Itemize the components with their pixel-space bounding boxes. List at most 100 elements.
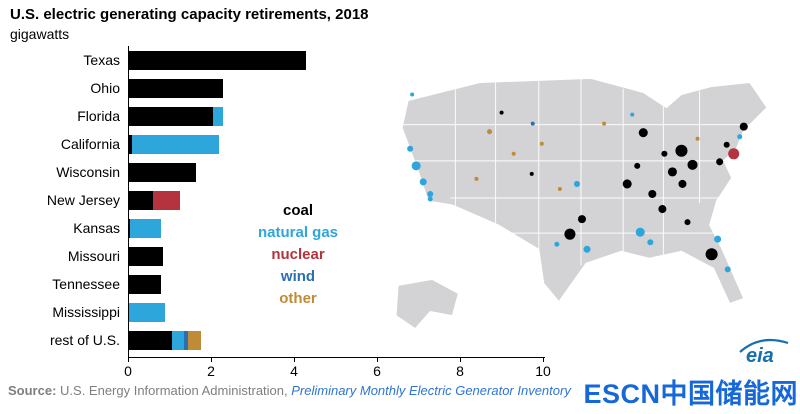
bar-track [128, 50, 543, 70]
map-dot-coal [499, 110, 504, 115]
map-dot-coal [638, 128, 648, 138]
bar-track [128, 190, 543, 210]
map-dot-natural-gas [714, 235, 722, 243]
legend-item-nuclear: nuclear [271, 246, 325, 263]
bar-track [128, 134, 543, 154]
map-dot-other [602, 121, 607, 126]
legend-item-natural-gas: natural gas [257, 224, 339, 241]
source-line: Source: U.S. Energy Information Administ… [8, 383, 571, 398]
map-dot-other [487, 129, 493, 135]
x-tick-mark [294, 358, 295, 362]
bar-row: Missouri [8, 242, 543, 270]
x-tick-mark [460, 358, 461, 362]
category-label: rest of U.S. [49, 332, 120, 348]
bar-segment-natural-gas [171, 330, 184, 350]
map-dot-natural-gas [411, 161, 421, 171]
bar-row: New Jersey [8, 186, 543, 214]
map-dot-coal [634, 162, 641, 169]
category-label: Texas [83, 52, 120, 68]
bar-track [128, 274, 543, 294]
map-dots [407, 92, 748, 273]
bar-segment-coal [128, 218, 131, 238]
legend-item-wind: wind [280, 268, 316, 285]
eia-logo-swoosh [739, 338, 789, 353]
category-label: Wisconsin [56, 164, 120, 180]
bar-track [128, 78, 543, 98]
x-tick-label: 4 [290, 363, 298, 379]
map-dot-coal [667, 167, 677, 177]
bar-row: California [8, 130, 543, 158]
bar-segment-coal [128, 50, 307, 70]
map-dot-coal [622, 179, 632, 189]
bar-segment-natural-gas [132, 134, 220, 154]
category-label: California [60, 136, 120, 152]
source-document-link[interactable]: Preliminary Monthly Electric Generator I… [291, 383, 571, 398]
map-dot-natural-gas [647, 239, 654, 246]
map-dot-wind [530, 121, 535, 126]
category-label: Tennessee [52, 276, 120, 292]
us-mainland-shape [401, 77, 768, 305]
map-dot-natural-gas [554, 241, 560, 247]
x-tick-label: 8 [456, 363, 464, 379]
bar-segment-coal [128, 330, 172, 350]
us-map [395, 77, 768, 330]
bar-row: Texas [8, 46, 543, 74]
bar-row: Kansas [8, 214, 543, 242]
map-dot-coal [564, 228, 576, 240]
map-dot-natural-gas [635, 227, 645, 237]
map-dot-other [695, 136, 700, 141]
source-prefix: Source: [8, 383, 57, 398]
bar-segment-nuclear [152, 190, 180, 210]
x-tick-mark [543, 358, 544, 362]
bar-segment-coal [128, 78, 224, 98]
x-axis-line [128, 357, 545, 358]
map-dot-natural-gas [419, 178, 427, 186]
bar-rows: Texas Ohio Florida California Wisconsin New J… [8, 46, 543, 354]
x-tick-mark [377, 358, 378, 362]
map-dot-other [539, 141, 544, 146]
map-dot-natural-gas [573, 180, 580, 187]
map-dot-coal [648, 189, 657, 198]
x-axis-ticks [128, 358, 545, 363]
eia-logo: eia [736, 334, 792, 373]
x-tick-mark [211, 358, 212, 362]
chart-title: U.S. electric generating capacity retire… [10, 6, 369, 23]
source-org: U.S. Energy Information Administration, [56, 383, 292, 398]
map-dot-coal [684, 219, 691, 226]
map-dot-natural-gas [737, 134, 743, 140]
bar-segment-coal [128, 134, 133, 154]
map-dot-coal [687, 159, 698, 170]
bar-track [128, 162, 543, 182]
map-dot-natural-gas [427, 190, 434, 197]
category-label: Kansas [73, 220, 120, 236]
eia-logo-text: eia [746, 345, 774, 367]
watermark-escn: ESCN中国储能网 [583, 379, 798, 409]
bar-segment-other [188, 330, 201, 350]
bar-segment-natural-gas [128, 302, 166, 322]
bar-track [128, 218, 543, 238]
map-dot-natural-gas [427, 196, 433, 202]
map-dot-other [511, 151, 516, 156]
bar-row: Tennessee [8, 270, 543, 298]
map-dot-coal [716, 158, 724, 166]
bar-row: Wisconsin [8, 158, 543, 186]
category-label: Missouri [67, 248, 120, 264]
map-dot-other [557, 186, 562, 191]
category-label: New Jersey [46, 192, 120, 208]
bar-row: Mississippi [8, 298, 543, 326]
bar-track [128, 330, 543, 350]
x-tick-label: 10 [535, 363, 551, 379]
map-dot-natural-gas [630, 112, 635, 117]
map-dot-coal [723, 141, 730, 148]
map-dot-coal [529, 171, 534, 176]
bar-segment-coal [128, 106, 214, 126]
bar-segment-natural-gas [213, 106, 224, 126]
bar-segment-wind [184, 330, 189, 350]
map-dot-natural-gas [407, 145, 414, 152]
map-dot-coal [675, 144, 688, 157]
chart-unit-label: gigawatts [10, 26, 70, 42]
bar-segment-natural-gas [130, 218, 162, 238]
alaska-shape [395, 278, 459, 330]
map-dot-nuclear [728, 148, 740, 160]
